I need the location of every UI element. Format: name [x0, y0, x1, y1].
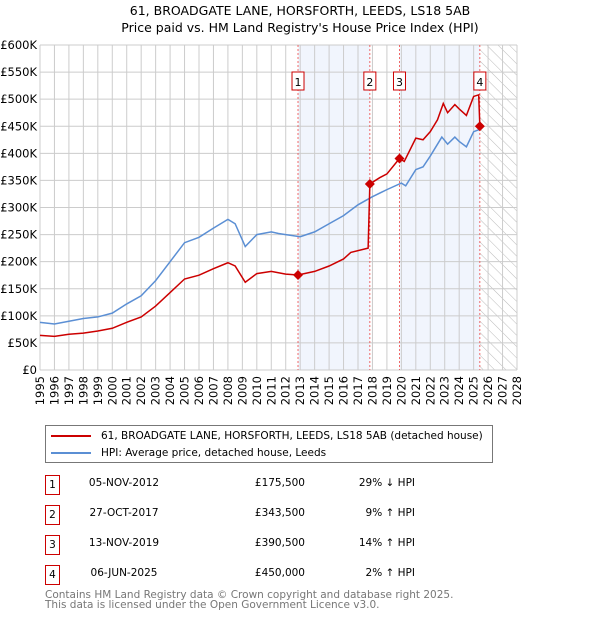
sale-date: 05-NOV-2012: [88, 477, 160, 489]
x-tick-label: 1995: [33, 376, 47, 405]
x-tick-label: 2000: [105, 376, 119, 405]
x-tick-label: 2001: [120, 376, 134, 405]
hpi-line: [39, 128, 482, 325]
x-tick-label: 2024: [452, 376, 466, 405]
x-tick-label: 2009: [235, 376, 249, 405]
x-tick-label: 1998: [76, 376, 90, 405]
x-tick-label: 2018: [365, 376, 379, 405]
y-tick-label: £150K: [0, 282, 37, 296]
legend-swatch: [51, 452, 91, 454]
x-tick-label: 2023: [438, 376, 452, 405]
sale-row: 1 05-NOV-2012 £175,500 29% ↓ HPI: [45, 475, 445, 495]
x-tick-label: 2004: [163, 376, 177, 405]
x-tick-label: 2008: [221, 376, 235, 405]
y-tick-label: £300K: [0, 201, 37, 215]
sale-marker-box: [363, 71, 377, 91]
x-tick-label: 2021: [409, 376, 423, 405]
x-tick-label: 2002: [134, 376, 148, 405]
x-tick-label: 2019: [380, 376, 394, 405]
sale-marker-label: 3: [396, 76, 403, 89]
x-tick-label: 2012: [279, 376, 293, 405]
sale-hpi-diff: 29% ↓ HPI: [358, 477, 415, 489]
x-tick-label: 2016: [337, 376, 351, 405]
price-chart: £0 £50K £100K £150K £200K £250K £300K £350K £400…: [0, 38, 524, 405]
sale-marker-label: 1: [295, 76, 302, 89]
x-tick-label: 2011: [264, 376, 278, 405]
legend-item-hpi: HPI: Average price, detached house, Leed…: [46, 445, 326, 461]
sale-marker-number: 4: [45, 565, 60, 585]
sale-point: [293, 269, 304, 280]
legend-swatch: [51, 435, 91, 437]
x-tick-label: 2022: [423, 376, 437, 405]
sale-price: £450,000: [254, 567, 305, 579]
sale-marker-box: [291, 71, 305, 91]
x-tick-label: 2028: [510, 376, 524, 405]
x-tick-label: 2006: [192, 376, 206, 405]
y-tick-label: £250K: [0, 228, 37, 242]
property-price-line: [39, 93, 481, 338]
x-tick-label: 2003: [149, 376, 163, 405]
x-tick-label: 2007: [206, 376, 220, 405]
sale-date: 27-OCT-2017: [89, 507, 159, 519]
y-tick-label: £350K: [0, 173, 37, 187]
legend: 61, BROADGATE LANE, HORSFORTH, LEEDS, LS…: [45, 425, 493, 463]
footer-line: Contains HM Land Registry data © Crown c…: [45, 589, 454, 601]
footer-line: This data is licensed under the Open Gov…: [45, 599, 380, 611]
x-tick-label: 2025: [467, 376, 481, 405]
sale-price: £343,500: [254, 507, 305, 519]
y-tick-label: £500K: [0, 92, 37, 106]
x-tick-label: 2015: [322, 376, 336, 405]
sale-date: 13-NOV-2019: [88, 537, 160, 549]
legend-label: 61, BROADGATE LANE, HORSFORTH, LEEDS, LS…: [101, 430, 483, 442]
x-tick-label: 2027: [496, 376, 510, 405]
y-tick-label: £600K: [0, 38, 37, 52]
legend-label: HPI: Average price, detached house, Leed…: [101, 447, 327, 459]
sale-point: [394, 153, 405, 164]
y-tick-label: £50K: [8, 336, 38, 350]
sale-row: 3 13-NOV-2019 £390,500 14% ↑ HPI: [45, 535, 445, 555]
sale-marker-label: 4: [476, 76, 483, 89]
chart-title: 61, BROADGATE LANE, HORSFORTH, LEEDS, LS…: [129, 3, 471, 18]
y-tick-label: £450K: [0, 119, 37, 133]
x-tick-label: 1999: [91, 376, 105, 405]
sale-point: [364, 178, 375, 189]
sale-marker-number: 1: [45, 475, 60, 495]
x-tick-label: 2026: [481, 376, 495, 405]
y-tick-label: £550K: [0, 65, 37, 79]
y-tick-label: £100K: [0, 309, 37, 323]
x-tick-label: 2005: [178, 376, 192, 405]
sale-row: 2 27-OCT-2017 £343,500 9% ↑ HPI: [45, 505, 445, 525]
sale-hpi-diff: 2% ↑ HPI: [365, 567, 415, 579]
x-tick-label: 1997: [62, 376, 76, 405]
sale-price: £390,500: [254, 537, 305, 549]
legend-item-property: 61, BROADGATE LANE, HORSFORTH, LEEDS, LS…: [46, 428, 483, 444]
y-tick-label: £0: [22, 363, 37, 377]
sale-date: 06-JUN-2025: [90, 567, 158, 579]
sale-marker-number: 3: [45, 535, 60, 555]
x-tick-label: 2020: [394, 376, 408, 405]
sale-marker-box: [392, 71, 406, 91]
sale-price: £175,500: [254, 477, 305, 489]
sale-marker-box: [473, 71, 487, 91]
x-tick-label: 2010: [250, 376, 264, 405]
x-tick-label: 2013: [293, 376, 307, 405]
sale-marker-number: 2: [45, 505, 60, 525]
sale-marker-label: 2: [366, 76, 373, 89]
footer: Contains HM Land Registry data © Crown c…: [45, 589, 454, 611]
x-tick-label: 2014: [308, 376, 322, 405]
sale-point: [474, 121, 485, 132]
x-tick-label: 2017: [351, 376, 365, 405]
x-tick-label: 1996: [47, 376, 61, 405]
sale-hpi-diff: 14% ↑ HPI: [358, 537, 415, 549]
sale-row: 4 06-JUN-2025 £450,000 2% ↑ HPI: [45, 565, 445, 585]
chart-subtitle: Price paid vs. HM Land Registry's House …: [121, 20, 479, 35]
sale-hpi-diff: 9% ↑ HPI: [365, 507, 415, 519]
y-tick-label: £200K: [0, 255, 37, 269]
y-tick-label: £400K: [0, 146, 37, 160]
